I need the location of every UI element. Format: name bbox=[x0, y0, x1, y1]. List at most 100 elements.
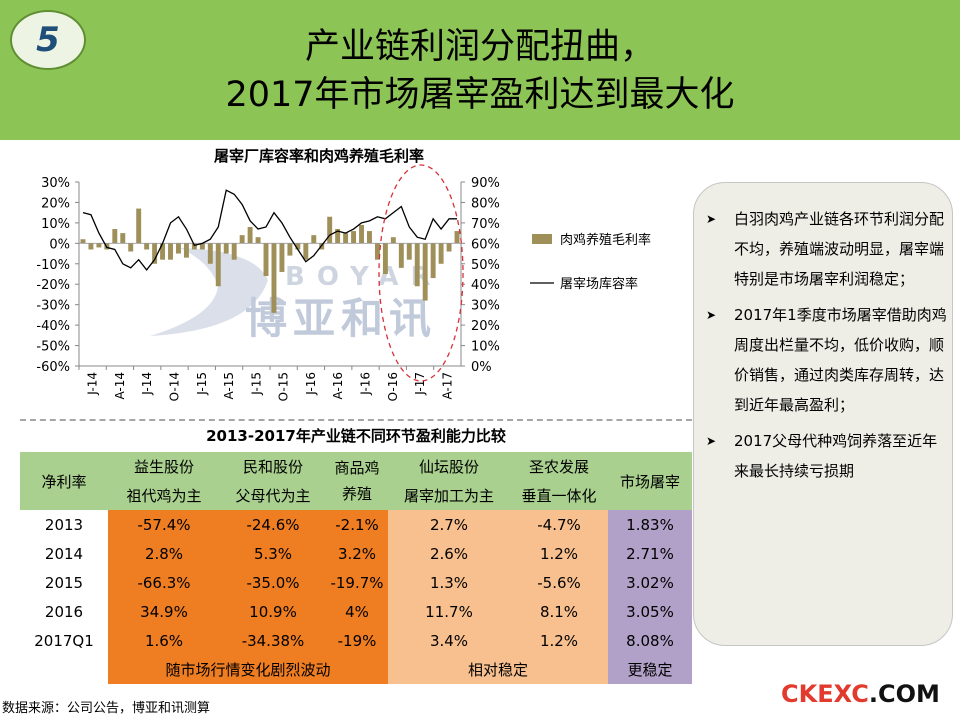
market-cell: 2.71% bbox=[608, 539, 692, 568]
col-header-company: 益生股份 bbox=[108, 452, 220, 481]
right-tick-label: 80% bbox=[471, 196, 500, 211]
table-cell: -35.0% bbox=[220, 568, 326, 597]
bar bbox=[176, 243, 181, 254]
bar bbox=[287, 243, 293, 256]
bar bbox=[152, 243, 158, 264]
left-tick-label: -50% bbox=[36, 340, 70, 355]
table-cell: -24.6% bbox=[220, 510, 326, 539]
bar bbox=[454, 231, 460, 244]
x-tick-label: O-16 bbox=[386, 372, 400, 401]
x-tick-label: J-17 bbox=[413, 372, 427, 396]
bar bbox=[446, 243, 452, 252]
commentary-list: ➤ 白羽肉鸡产业链各环节利润分配不均，养殖端波动明显，屠宰端特别是市场屠宰利润稳定… bbox=[706, 204, 948, 492]
ckexc-logo: CKEXC.COM bbox=[781, 680, 940, 708]
bar bbox=[144, 243, 150, 250]
bar bbox=[430, 243, 436, 279]
x-tick-label: A-14 bbox=[113, 372, 127, 400]
table-cell: -2.1% bbox=[326, 510, 388, 539]
x-tick-label: A-16 bbox=[331, 372, 345, 400]
x-tick-label: J-14 bbox=[86, 372, 100, 396]
list-item: ➤ 2017年1季度市场屠宰借助肉鸡周度出栏量不均，低价收购，顺价销售，通过肉类库… bbox=[706, 300, 948, 420]
chart-legend: 肉鸡养殖毛利率 屠宰场库容率 bbox=[530, 232, 651, 292]
bar bbox=[231, 243, 237, 260]
bar bbox=[398, 243, 404, 268]
left-tick-label: -10% bbox=[36, 258, 70, 273]
table-header-row-2: 祖代鸡为主 父母代为主 屠宰加工为主 垂直一体化 bbox=[20, 481, 692, 510]
bar bbox=[120, 233, 126, 244]
bar bbox=[88, 243, 94, 250]
footer-more-stable: 更稳定 bbox=[608, 655, 692, 684]
x-axis-ticks: J-14 A-14 J-14 O-14 J-15 A-15 J-15 O-15 J-16 A-16… bbox=[78, 366, 454, 401]
slide-title-line-1: 产业链利润分配扭曲， bbox=[304, 27, 655, 67]
logo-part-1: CKEXC bbox=[781, 680, 869, 708]
row-year: 2015 bbox=[20, 568, 108, 597]
col-header-broiler-farming: 商品鸡养殖 bbox=[326, 452, 388, 510]
table-cell: -57.4% bbox=[108, 510, 220, 539]
list-item: ➤ 2017父母代种鸡饲养落至近年来最长持续亏损期 bbox=[706, 426, 948, 486]
bar bbox=[136, 208, 142, 244]
col-header-role: 父母代为主 bbox=[220, 481, 326, 510]
right-tick-label: 50% bbox=[471, 258, 500, 273]
col-header-company: 民和股份 bbox=[220, 452, 326, 481]
x-tick-label: A-15 bbox=[222, 372, 236, 400]
section-divider bbox=[20, 419, 692, 421]
bar bbox=[271, 243, 277, 313]
col-header-company: 圣农发展 bbox=[510, 452, 608, 481]
table-cell: 4% bbox=[326, 597, 388, 626]
right-tick-label: 20% bbox=[471, 319, 500, 334]
capacity-line bbox=[82, 189, 458, 271]
table-cell: 2.6% bbox=[388, 539, 510, 568]
bullet-text: 2017父母代种鸡饲养落至近年来最长持续亏损期 bbox=[734, 432, 938, 480]
bar bbox=[223, 243, 229, 254]
bar bbox=[239, 235, 245, 244]
table-cell: -34.38% bbox=[220, 626, 326, 655]
right-tick-label: 30% bbox=[471, 299, 500, 314]
x-tick-label: J-16 bbox=[304, 372, 318, 396]
table-row: 2014 2.8% 5.3% 3.2% 2.6% 1.2% 2.71% bbox=[20, 539, 692, 568]
row-year: 2014 bbox=[20, 539, 108, 568]
bar bbox=[311, 235, 317, 244]
col-header-company: 仙坛股份 bbox=[388, 452, 510, 481]
table-cell: 1.2% bbox=[510, 539, 608, 568]
table-cell: 10.9% bbox=[220, 597, 326, 626]
bar bbox=[335, 229, 341, 244]
table-cell: -19.7% bbox=[326, 568, 388, 597]
bar bbox=[128, 243, 134, 252]
legend-line-label: 屠宰场库容率 bbox=[560, 276, 638, 292]
table-cell: -4.7% bbox=[510, 510, 608, 539]
table-cell: 1.3% bbox=[388, 568, 510, 597]
right-tick-label: 70% bbox=[471, 217, 500, 232]
bar bbox=[199, 243, 205, 250]
row-year: 2016 bbox=[20, 597, 108, 626]
table-cell: 8.1% bbox=[510, 597, 608, 626]
table-row: 2016 34.9% 10.9% 4% 11.7% 8.1% 3.05% bbox=[20, 597, 692, 626]
table-title: 2013-2017年产业链不同环节盈利能力比较 bbox=[206, 427, 506, 445]
col-header-role: 屠宰加工为主 bbox=[388, 481, 510, 510]
x-tick-label: J-14 bbox=[140, 372, 154, 396]
bar bbox=[160, 243, 166, 260]
arrow-bullet-icon: ➤ bbox=[706, 434, 717, 448]
table-cell: -5.6% bbox=[510, 568, 608, 597]
table-cell: 11.7% bbox=[388, 597, 510, 626]
bar bbox=[263, 243, 269, 277]
table-cell: 5.3% bbox=[220, 539, 326, 568]
arrow-bullet-icon: ➤ bbox=[706, 308, 717, 322]
bar bbox=[359, 224, 364, 244]
chart-plot-area bbox=[79, 189, 461, 313]
x-tick-label: O-15 bbox=[277, 372, 291, 401]
slide-title-line-2: 2017年市场屠宰盈利达到最大化 bbox=[225, 75, 735, 115]
col-header-broiler-farming-text: 商品鸡养殖 bbox=[334, 459, 380, 503]
watermark-swoosh-shape bbox=[150, 248, 268, 336]
right-tick-label: 0% bbox=[471, 360, 492, 375]
bar bbox=[80, 239, 86, 244]
left-tick-label: 10% bbox=[41, 217, 70, 232]
row-year: 2013 bbox=[20, 510, 108, 539]
legend-bar-label: 肉鸡养殖毛利率 bbox=[560, 232, 651, 248]
commentary-panel bbox=[693, 182, 953, 646]
table-corner-header: 净利率 bbox=[20, 452, 108, 510]
right-axis-ticks: 90% 80% 70% 60% 50% 40% 30% 20% 10% 0% bbox=[461, 176, 500, 375]
bar bbox=[168, 243, 173, 260]
market-cell: 1.83% bbox=[608, 510, 692, 539]
x-tick-label: J-15 bbox=[249, 372, 263, 396]
bar bbox=[438, 243, 444, 264]
